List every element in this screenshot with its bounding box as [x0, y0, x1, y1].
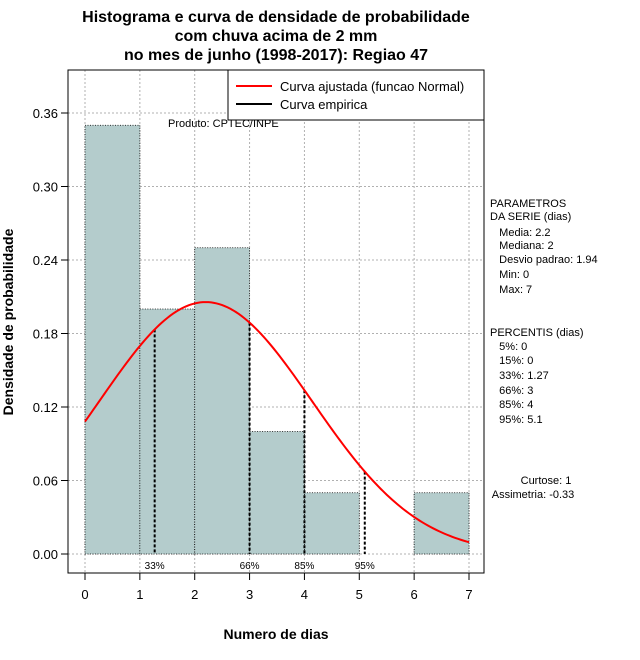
percentile-label: 33%: [145, 561, 165, 572]
parametros-line: Max: 7: [490, 284, 532, 296]
assimetria-value: Assimetria: -0.33: [492, 489, 575, 501]
chart-title-line-3: no mes de junho (1998-2017): Regiao 47: [124, 47, 428, 64]
y-tick-label: 0.30: [33, 180, 58, 195]
percentis-line: 5%: 0: [490, 341, 527, 353]
legend-box: [227, 69, 485, 121]
product-credit: Produto: CPTEC/INPE: [168, 118, 279, 130]
percentis-line: 33%: 1.27: [490, 370, 549, 382]
percentis-line: 85%: 4: [490, 399, 533, 411]
x-tick-label: 6: [411, 587, 418, 602]
percentis-line: 15%: 0: [490, 355, 533, 367]
legend: Curva ajustada (funcao Normal) Curva emp…: [227, 69, 485, 121]
histogram-bar: [139, 308, 196, 555]
percentis-line: 95%: 5.1: [490, 414, 543, 426]
parametros-panel: PARAMETROS DA SERIE (dias) Media: 2.2 Me…: [490, 198, 598, 296]
normal-fit-curve: [84, 301, 470, 544]
chart-title-line-2: com chuva acima de 2 mm: [175, 28, 378, 45]
y-tick-label: 0.06: [33, 474, 58, 489]
legend-label-empirical: Curva empirica: [280, 97, 368, 112]
parametros-line: DA SERIE (dias): [490, 211, 571, 223]
x-axis-title: Numero de dias: [223, 626, 328, 642]
x-tick-label: 1: [136, 587, 143, 602]
percentis-line: 66%: 3: [490, 385, 533, 397]
parametros-line: Media: 2.2: [490, 227, 551, 239]
parametros-line: Mediana: 2: [490, 240, 554, 252]
y-axis-title: Densidade de probabilidade: [0, 228, 16, 415]
histogram-bar: [84, 124, 141, 555]
y-tick-label: 0.36: [33, 106, 58, 121]
histogram-bar: [304, 492, 360, 555]
x-tick-label: 7: [465, 587, 472, 602]
histogram-bar: [249, 431, 305, 555]
percentis-panel: PERCENTIS (dias) 5%: 0 15%: 0 33%: 1.27 …: [490, 327, 584, 426]
curtose-value: Curtose: 1: [521, 475, 572, 487]
chart-title-line-1: Histograma e curva de densidade de proba…: [82, 9, 470, 26]
axes: 0 1 2 3 4 5 6 7 0.00 0.06 0.12 0.18 0.24 0.30 0.36: [33, 106, 473, 602]
percentile-markers: 33% 66% 85% 95%: [145, 322, 375, 572]
y-tick-label: 0.24: [33, 253, 58, 268]
x-tick-label: 4: [301, 587, 308, 602]
y-tick-label: 0.18: [33, 327, 58, 342]
percentile-label: 85%: [294, 561, 314, 572]
percentile-label: 95%: [355, 561, 375, 572]
percentile-label: 66%: [240, 561, 260, 572]
x-tick-label: 0: [81, 587, 88, 602]
y-tick-label: 0.00: [33, 547, 58, 562]
parametros-line: Min: 0: [490, 269, 529, 281]
parametros-line: Desvio padrao: 1.94: [490, 254, 598, 266]
x-tick-label: 3: [246, 587, 253, 602]
x-tick-label: 5: [356, 587, 363, 602]
histogram-bar: [194, 247, 250, 555]
parametros-line: PARAMETROS: [490, 198, 566, 210]
percentis-line: PERCENTIS (dias): [490, 327, 584, 339]
x-tick-label: 2: [191, 587, 198, 602]
histogram-bars: [84, 124, 470, 555]
legend-label-normal: Curva ajustada (funcao Normal): [280, 79, 464, 94]
y-tick-label: 0.12: [33, 400, 58, 415]
